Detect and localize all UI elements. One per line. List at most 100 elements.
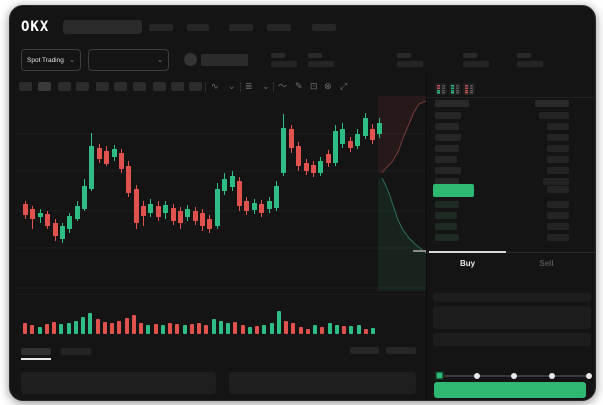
volume-bar (342, 326, 346, 334)
ask-price-placeholder[interactable] (435, 145, 459, 152)
ask-price-placeholder[interactable] (435, 112, 461, 119)
volume-bar (363, 329, 368, 334)
ask-amount-placeholder[interactable] (547, 145, 569, 152)
ask-amount-placeholder[interactable] (539, 112, 569, 119)
volume-bar (110, 323, 114, 334)
nav-item-placeholder[interactable] (187, 24, 209, 31)
nav-item-placeholder[interactable] (229, 24, 253, 31)
volume-bar (88, 313, 93, 334)
settings-icon[interactable]: ⊗ (324, 81, 332, 91)
candlestick-chart[interactable] (15, 96, 426, 294)
volume-bar (117, 321, 122, 334)
timeframe-button[interactable] (189, 82, 202, 91)
order-input-placeholder[interactable] (433, 293, 591, 302)
candle-style-icon[interactable]: ∿ (211, 81, 219, 91)
toolbar-separator (273, 82, 274, 92)
bid-price-placeholder[interactable] (435, 201, 459, 208)
chart-link-placeholder[interactable] (350, 347, 379, 354)
bid-price-placeholder[interactable] (435, 223, 457, 230)
chart-link-placeholder[interactable] (386, 347, 416, 354)
fullscreen-icon[interactable]: ⤢ (340, 81, 348, 91)
ask-amount-placeholder[interactable] (547, 134, 569, 141)
candle-body (156, 206, 161, 217)
candle-body (75, 206, 80, 219)
timeframe-button[interactable] (38, 82, 51, 91)
last-price-badge[interactable] (433, 184, 474, 197)
candle-body (193, 211, 198, 221)
candle-body (97, 148, 102, 159)
candle-body (222, 179, 227, 191)
chevron-down-icon[interactable]: ⌄ (262, 81, 270, 91)
orderbook-mode-both[interactable] (435, 83, 447, 95)
candle-body (377, 123, 382, 134)
ask-price-placeholder[interactable] (435, 167, 461, 174)
order-input-placeholder[interactable] (433, 306, 591, 329)
ask-price-placeholder[interactable] (435, 178, 459, 185)
order-input-placeholder[interactable] (433, 333, 591, 346)
bid-price-placeholder[interactable] (435, 234, 459, 241)
volume-bar (349, 326, 354, 334)
slider-stop[interactable] (586, 373, 592, 379)
draw-icon[interactable]: ✎ (295, 81, 303, 91)
bid-price-placeholder[interactable] (435, 212, 457, 219)
timeframe-button[interactable] (96, 82, 109, 91)
bid-amount-placeholder[interactable] (547, 201, 569, 208)
panel-divider (426, 76, 427, 400)
volume-bar (44, 324, 49, 334)
timeframe-button[interactable] (153, 82, 166, 91)
toolbar-separator (205, 82, 206, 92)
ask-price-placeholder[interactable] (435, 123, 459, 130)
timeframe-button[interactable] (58, 82, 71, 91)
volume-bar (262, 325, 267, 334)
line-tool-icon[interactable]: 〜 (278, 81, 288, 91)
buy-button[interactable] (434, 382, 586, 398)
volume-bar (153, 324, 158, 334)
slider-stop[interactable] (511, 373, 517, 379)
timeframe-button[interactable] (76, 82, 89, 91)
bottom-panel-placeholder[interactable] (229, 372, 416, 394)
bid-amount-placeholder[interactable] (547, 234, 569, 241)
ask-price-placeholder[interactable] (435, 134, 461, 141)
nav-item-placeholder[interactable] (149, 24, 173, 31)
search-input[interactable] (63, 20, 142, 34)
orderbook-mode-asks[interactable] (463, 83, 475, 95)
timeframe-button[interactable] (133, 82, 146, 91)
volume-bar (255, 326, 259, 334)
stat-value-placeholder (517, 61, 543, 67)
timeframe-button[interactable] (19, 82, 32, 91)
screenshot-icon[interactable]: ⊡ (310, 81, 318, 91)
chart-bottom-tab[interactable] (21, 348, 51, 355)
bid-amount-placeholder[interactable] (547, 223, 569, 230)
chart-bottom-tab[interactable] (61, 348, 91, 355)
timeframe-button[interactable] (114, 82, 127, 91)
pair-selector-dropdown[interactable]: ⌄ (88, 49, 169, 71)
ask-amount-placeholder[interactable] (543, 178, 569, 185)
volume-bar (139, 323, 143, 334)
market-type-label: Spot Trading (27, 56, 64, 64)
chevron-down-icon[interactable]: ⌄ (228, 81, 236, 91)
volume-bar (189, 324, 194, 334)
indicators-icon[interactable]: ≣ (245, 81, 253, 91)
bid-amount-placeholder[interactable] (547, 212, 569, 219)
orderbook-mode-bids[interactable] (449, 83, 461, 95)
ask-price-placeholder[interactable] (435, 156, 457, 163)
tab-buy[interactable]: Buy (459, 259, 476, 268)
slider-handle[interactable] (435, 371, 444, 380)
timeframe-button[interactable] (171, 82, 184, 91)
ask-amount-placeholder[interactable] (547, 156, 569, 163)
candle-body (296, 146, 301, 166)
slider-stop[interactable] (473, 373, 480, 379)
volume-pane[interactable] (15, 294, 426, 339)
candle-body (304, 163, 309, 171)
nav-item-placeholder[interactable] (267, 24, 291, 31)
bottom-panel-placeholder[interactable] (21, 372, 216, 394)
nav-item-placeholder[interactable] (312, 24, 336, 31)
candle-body (45, 214, 50, 226)
tab-sell[interactable]: Sell (539, 259, 554, 268)
ask-amount-placeholder[interactable] (547, 123, 569, 130)
candle-body (23, 204, 28, 215)
ask-amount-placeholder[interactable] (547, 167, 569, 174)
slider-stop[interactable] (548, 373, 555, 379)
market-type-dropdown[interactable]: Spot Trading ⌄ (21, 49, 81, 71)
stat-value-placeholder (308, 61, 334, 67)
